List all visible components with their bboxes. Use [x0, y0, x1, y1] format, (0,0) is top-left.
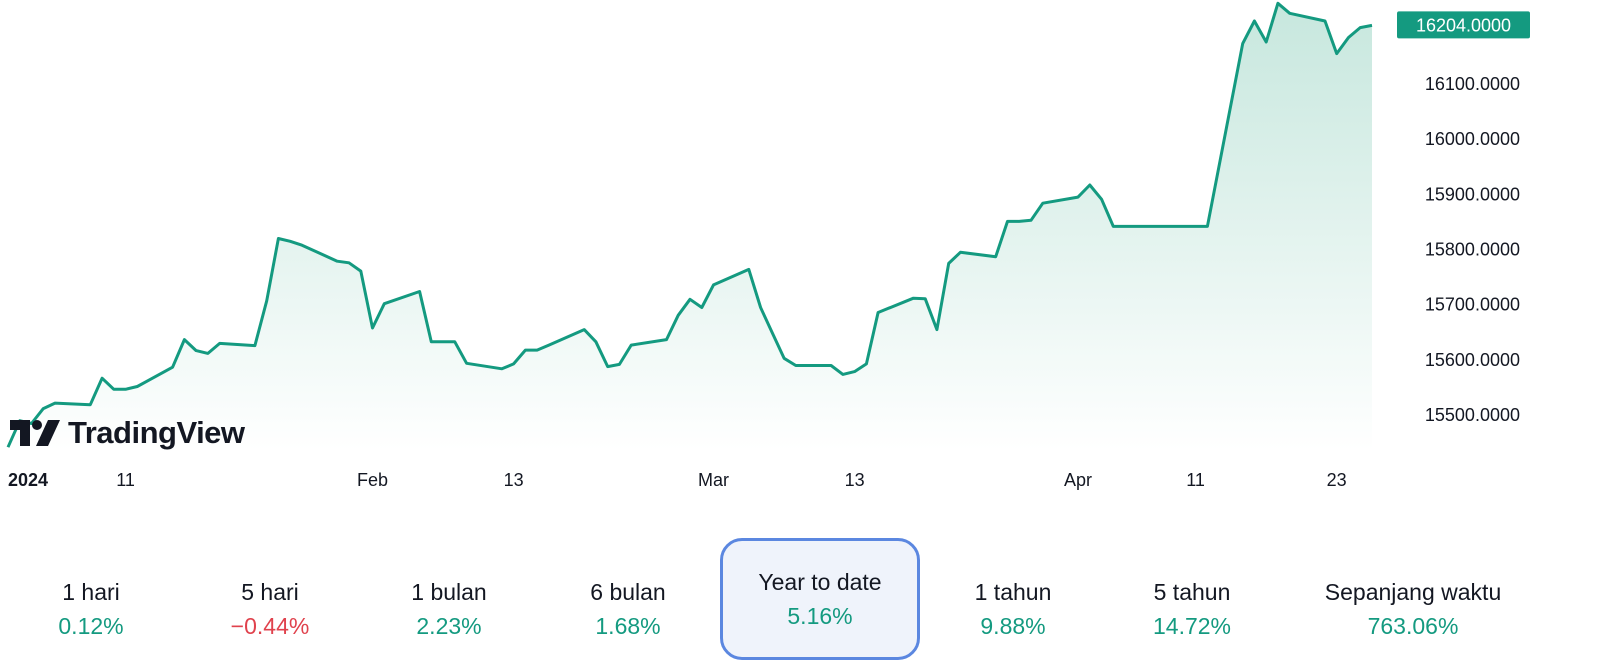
- x-tick-label: 23: [1327, 470, 1347, 490]
- tradingview-logo[interactable]: TradingView: [10, 415, 245, 451]
- x-tick-label: 2024: [8, 470, 48, 490]
- x-tick-label: Feb: [357, 470, 388, 490]
- current-price-label: 16204.0000: [1416, 15, 1511, 35]
- period-tab-label: 5 tahun: [1153, 579, 1231, 605]
- current-price-badge: [1397, 11, 1530, 39]
- period-tab-change: −0.44%: [230, 613, 310, 639]
- period-tab-change: 1.68%: [595, 613, 661, 639]
- x-tick-label: 11: [1186, 470, 1205, 490]
- period-tab-label: 5 hari: [241, 579, 299, 605]
- period-tab-label: 1 tahun: [974, 579, 1052, 605]
- period-tabs: 1 hari 0.12% 5 hari −0.44% 1 bulan 2.23% 6 bul…: [0, 538, 1600, 667]
- period-tab-1[interactable]: 5 hari −0.44%: [185, 548, 355, 666]
- y-tick-label: 15500.0000: [1425, 405, 1520, 425]
- y-tick-label: 16100.0000: [1425, 74, 1520, 94]
- y-tick-label: 15600.0000: [1425, 350, 1520, 370]
- x-tick-label: 13: [845, 470, 865, 490]
- period-tab-7[interactable]: Sepanjang waktu 763.06%: [1293, 548, 1533, 666]
- y-tick-label: 15900.0000: [1425, 184, 1520, 204]
- period-tab-0[interactable]: 1 hari 0.12%: [6, 548, 176, 666]
- period-tab-change: 9.88%: [980, 613, 1046, 639]
- period-tab-5[interactable]: 1 tahun 9.88%: [928, 548, 1098, 666]
- period-tab-change: 2.23%: [416, 613, 482, 639]
- period-tab-change: 14.72%: [1152, 613, 1231, 639]
- period-tab-change: 0.12%: [58, 613, 124, 639]
- x-tick-label: Mar: [698, 470, 729, 490]
- period-tab-label: Sepanjang waktu: [1324, 579, 1502, 605]
- period-tab-label: Year to date: [758, 569, 882, 595]
- price-line[interactable]: [6, 1, 1373, 448]
- period-tab-4[interactable]: Year to date 5.16%: [720, 538, 920, 660]
- period-tab-6[interactable]: 5 tahun 14.72%: [1107, 548, 1277, 666]
- period-tab-change: 5.16%: [787, 603, 853, 629]
- tradingview-logo-icon: [10, 420, 60, 446]
- period-tab-2[interactable]: 1 bulan 2.23%: [364, 548, 534, 666]
- y-tick-label: 15700.0000: [1425, 295, 1520, 315]
- price-chart[interactable]: 15500.0000 15600.0000 15700.0000 15800.0000…: [0, 0, 1600, 510]
- tradingview-logo-text: TradingView: [68, 415, 245, 450]
- period-tab-change: 763.06%: [1367, 613, 1459, 639]
- x-tick-label: 11: [116, 470, 135, 490]
- y-tick-label: 15800.0000: [1425, 240, 1520, 260]
- period-tab-3[interactable]: 6 bulan 1.68%: [543, 548, 713, 666]
- period-tab-label: 1 hari: [62, 579, 120, 605]
- y-tick-label: 16000.0000: [1425, 129, 1520, 149]
- x-tick-label: Apr: [1064, 470, 1092, 490]
- chart-canvas[interactable]: 15500.0000 15600.0000 15700.0000 15800.0000…: [0, 0, 1600, 510]
- price-area-fill: [8, 3, 1372, 451]
- period-tab-label: 1 bulan: [411, 579, 487, 605]
- period-tab-label: 6 bulan: [590, 579, 666, 605]
- x-tick-label: 13: [504, 470, 524, 490]
